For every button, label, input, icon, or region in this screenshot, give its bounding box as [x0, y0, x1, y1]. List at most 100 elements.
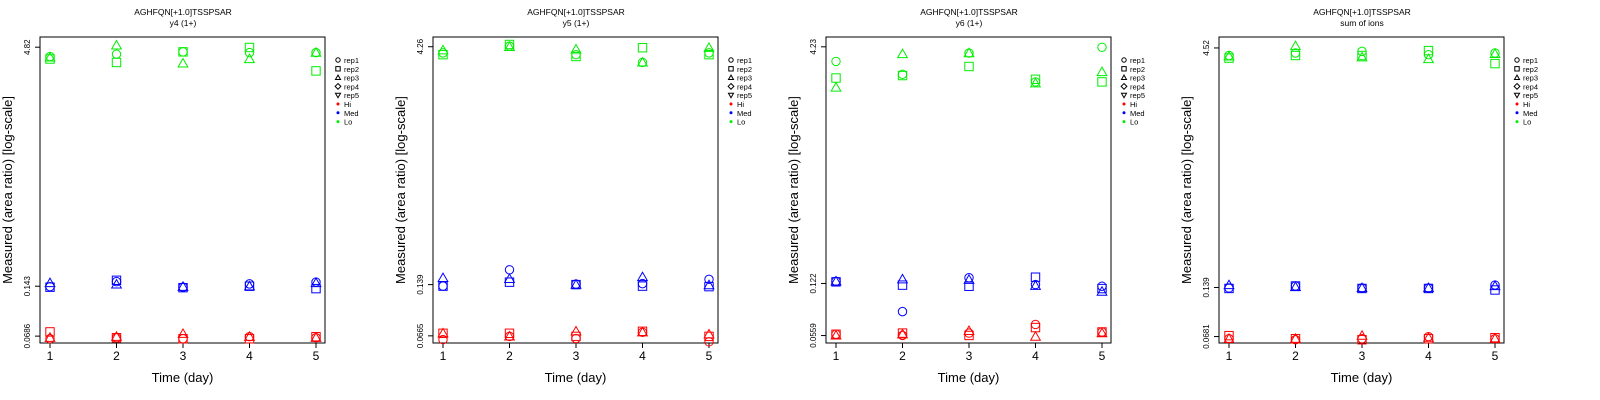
data-point-hi-rep3: [963, 324, 975, 335]
legend-marker-rep5: [1120, 92, 1128, 99]
legend-dot-med: [336, 111, 340, 115]
legend-dot-lo: [729, 120, 733, 124]
data-point-hi-rep2: [45, 327, 55, 337]
data-point-lo-rep3: [1096, 66, 1108, 77]
data-point-med-rep2: [637, 281, 648, 291]
x-tick-label: 1: [833, 349, 840, 363]
data-point-hi-rep3: [503, 330, 516, 341]
legend-marker-rep4: [1120, 82, 1128, 90]
plot-frame: [1218, 36, 1505, 344]
legend-marker-rep2: [1121, 66, 1127, 72]
plot-frame: [432, 36, 719, 344]
y-tick-label: 0.0559: [809, 323, 818, 348]
data-point-hi-rep3: [1489, 332, 1501, 343]
x-tick-label: 2: [506, 349, 513, 363]
data-point-lo-rep3: [570, 43, 582, 54]
y-tick-label: 0.122: [809, 273, 818, 294]
plot-frame: [39, 36, 326, 344]
data-point-hi-rep3: [44, 331, 56, 342]
data-point-lo-rep1: [111, 49, 122, 59]
data-point-lo-rep3: [896, 48, 909, 59]
y-tick-label: 4.82: [23, 39, 32, 55]
data-point-lo-rep2: [504, 39, 515, 50]
x-tick-label: 3: [966, 349, 973, 363]
data-point-lo-rep3: [1422, 53, 1435, 64]
data-point-lo-rep2: [438, 49, 448, 60]
x-tick-label: 4: [246, 349, 253, 363]
x-tick-label: 4: [639, 349, 646, 363]
legend-label: rep2: [344, 65, 359, 74]
data-point-med-rep2: [111, 275, 122, 286]
chart-subtitle: y5 (1+): [563, 18, 590, 28]
chart-subtitle: y6 (1+): [956, 18, 983, 28]
legend-label: rep5: [344, 91, 359, 100]
x-axis-label: Time (day): [938, 370, 1000, 385]
legend-label: Hi: [1523, 100, 1530, 109]
chart-title: AGHFQN[+1.0]TSSPSAR: [1313, 7, 1411, 17]
y-tick-label: 4.52: [1202, 40, 1211, 56]
data-point-hi-rep3: [1356, 329, 1368, 340]
data-point-med-rep2: [964, 281, 974, 291]
data-point-med-rep2: [1423, 283, 1434, 294]
legend-marker-rep4: [334, 82, 342, 90]
x-tick-label: 2: [899, 349, 906, 363]
data-point-lo-rep3: [310, 46, 322, 57]
x-tick-label: 5: [706, 349, 713, 363]
data-point-hi-rep3: [437, 327, 449, 338]
data-point-lo-rep1: [178, 47, 188, 57]
legend-label: Hi: [737, 100, 744, 109]
data-point-lo-rep3: [1489, 47, 1501, 58]
y-tick-label: 0.0681: [1202, 324, 1211, 349]
data-point-hi-rep2: [244, 334, 255, 344]
y-tick-label: 4.26: [416, 38, 425, 54]
data-point-med-rep3: [1029, 279, 1042, 290]
y-axis-label: Measured (area ratio) [log-scale]: [0, 96, 15, 284]
data-point-lo-rep3: [1356, 51, 1368, 62]
data-point-med-rep2: [897, 280, 908, 290]
x-tick-label: 3: [180, 349, 187, 363]
y-axis-label: Measured (area ratio) [log-scale]: [393, 96, 408, 284]
data-point-lo-rep2: [1490, 58, 1500, 69]
legend-label: Med: [737, 109, 752, 118]
legend-label: rep3: [1130, 74, 1145, 83]
data-point-med-rep3: [310, 277, 322, 288]
x-tick-label: 3: [1359, 349, 1366, 363]
data-point-lo-rep1: [1224, 50, 1234, 61]
legend-label: rep4: [1130, 82, 1145, 91]
data-point-med-rep3: [963, 273, 975, 284]
data-point-med-rep1: [438, 281, 448, 291]
legend-dot-hi: [1515, 102, 1519, 106]
data-point-lo-rep2: [244, 42, 255, 53]
data-point-med-rep2: [831, 277, 841, 287]
legend-label: rep3: [1523, 74, 1538, 83]
data-point-lo-rep3: [503, 41, 516, 52]
y-tick-label: 0.139: [416, 274, 425, 295]
data-point-med-rep3: [503, 273, 516, 283]
x-tick-label: 1: [47, 349, 54, 363]
data-point-lo-rep2: [1030, 74, 1041, 84]
chart-title: AGHFQN[+1.0]TSSPSAR: [527, 7, 625, 17]
legend-label: Lo: [344, 118, 352, 127]
data-point-med-rep2: [1357, 283, 1367, 294]
data-point-med-rep3: [177, 280, 189, 291]
data-point-lo-rep3: [830, 81, 842, 92]
data-point-hi-rep2: [1423, 333, 1434, 344]
data-point-hi-rep3: [310, 331, 322, 342]
data-point-hi-rep3: [1289, 332, 1302, 343]
data-point-lo-rep3: [1029, 77, 1042, 88]
legend-marker-rep5: [1513, 92, 1521, 99]
data-point-lo-rep2: [178, 47, 188, 57]
data-point-med-rep3: [830, 275, 842, 286]
legend-label: rep1: [1523, 56, 1538, 65]
legend-marker-rep3: [1513, 74, 1521, 80]
data-point-lo-rep1: [1490, 48, 1500, 58]
data-point-lo-rep1: [831, 56, 841, 67]
data-point-lo-rep2: [897, 70, 908, 81]
data-point-med-rep3: [570, 278, 582, 289]
legend-marker-rep3: [1120, 74, 1128, 80]
data-point-med-rep3: [1422, 282, 1435, 293]
data-point-hi-rep3: [177, 327, 189, 338]
